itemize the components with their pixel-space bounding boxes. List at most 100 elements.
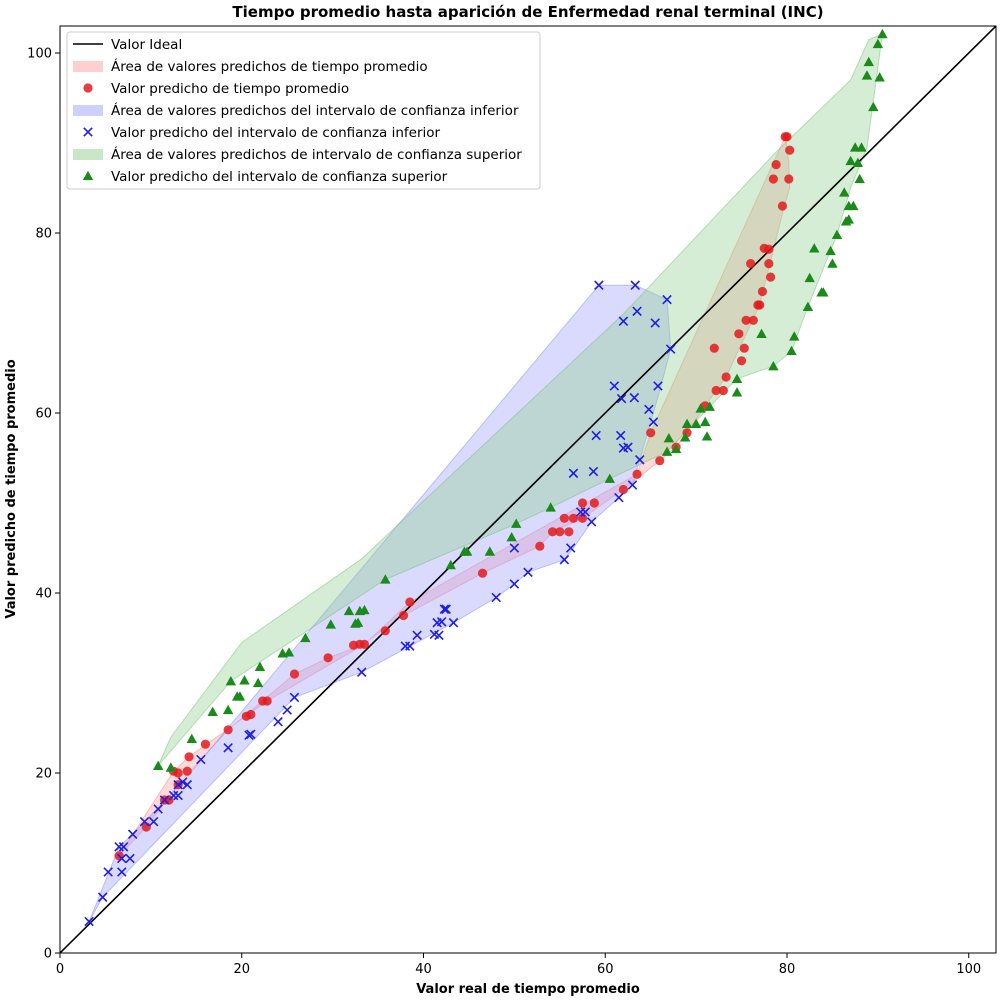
mean-point xyxy=(547,527,558,537)
mean-point xyxy=(173,768,183,778)
lower-ci-point xyxy=(125,853,135,864)
legend-entry-label: Área de valores predichos de tiempo prom… xyxy=(111,58,428,75)
lower-ci-point xyxy=(591,430,601,441)
lower-ci-point xyxy=(84,916,94,927)
lower-ci-point xyxy=(117,853,127,864)
x-tick-label: 80 xyxy=(779,962,796,977)
mean-point xyxy=(777,201,788,211)
mean-point xyxy=(784,174,794,184)
upper-ci-point xyxy=(239,675,250,685)
mean-point xyxy=(764,259,774,269)
upper-ci-point xyxy=(661,446,673,456)
lower-ci-point xyxy=(653,381,663,391)
mean-point xyxy=(646,428,656,438)
mean-point xyxy=(564,527,574,537)
upper-ci-point xyxy=(252,677,264,688)
upper-ci-point xyxy=(690,418,702,428)
x-tick-label: 60 xyxy=(597,962,614,977)
y-tick-label: 40 xyxy=(35,587,52,602)
lower-ci-point xyxy=(282,705,292,715)
mean-point xyxy=(766,272,776,282)
mean-point xyxy=(709,343,719,353)
upper-ci-point xyxy=(510,518,522,528)
mean-point xyxy=(739,343,749,353)
legend-handle-patch xyxy=(73,105,103,116)
upper-ci-point xyxy=(843,214,854,224)
area-upper-area xyxy=(157,33,884,767)
lower-ci-point xyxy=(509,579,520,589)
lower-ci-point xyxy=(559,554,570,565)
upper-ci-point xyxy=(845,155,856,166)
mean-point xyxy=(555,527,565,537)
mean-point xyxy=(380,626,390,636)
lower-ci-point xyxy=(615,430,626,441)
lower-ci-point xyxy=(173,790,183,801)
upper-ci-point xyxy=(283,647,295,657)
legend-entry-label: Valor predicho del intervalo de confianz… xyxy=(111,125,441,141)
lower-ci-point xyxy=(648,417,659,427)
x-tick-label: 40 xyxy=(415,962,432,977)
lower-ci-point xyxy=(127,829,138,839)
upper-ci-point xyxy=(663,433,675,443)
lower-ci-point xyxy=(356,667,367,677)
upper-ci-point xyxy=(681,418,693,428)
upper-ci-point xyxy=(207,706,218,716)
upper-ci-point xyxy=(831,229,843,239)
legend-entry-label: Valor predicho del intervalo de confianz… xyxy=(111,169,448,185)
lower-ci-point xyxy=(289,692,300,703)
upper-ci-point xyxy=(254,661,266,671)
upper-ci-point xyxy=(768,361,779,371)
legend-handle-patch xyxy=(73,61,103,72)
mean-point xyxy=(771,160,781,170)
lower-ci-point xyxy=(627,480,638,490)
legend: Valor Ideal Área de valores predichos de … xyxy=(66,31,541,190)
ticks-layer: 0 20 40 60 80 100 0 20 40 60 80 100 xyxy=(27,47,981,978)
mean-point xyxy=(577,498,588,508)
lower-ci-point xyxy=(448,617,459,628)
lower-ci-point xyxy=(616,393,627,404)
lower-ci-point xyxy=(588,466,599,477)
y-tick-label: 60 xyxy=(35,407,52,422)
upper-ci-point xyxy=(731,373,743,383)
upper-ci-point xyxy=(484,546,496,556)
lower-ci-point xyxy=(173,779,183,790)
upper-ci-point xyxy=(670,443,682,454)
y-axis-label: Valor predicho de tiempo promedio xyxy=(4,359,19,618)
lower-ci-point xyxy=(436,617,447,627)
lower-ci-point xyxy=(586,517,597,527)
mean-point xyxy=(782,132,792,142)
lower-ci-point xyxy=(614,492,624,503)
mean-point xyxy=(721,372,731,382)
lower-ci-point xyxy=(405,641,415,651)
upper-ci-point xyxy=(461,546,473,556)
upper-ci-point xyxy=(604,473,615,483)
mean-point xyxy=(535,541,545,551)
lower-ci-point xyxy=(491,592,501,603)
y-tick-label: 100 xyxy=(27,47,52,62)
lower-ci-point xyxy=(434,630,444,641)
upper-ci-point xyxy=(506,532,517,542)
upper-ci-point xyxy=(839,187,850,197)
lower-ci-point xyxy=(117,867,127,877)
lower-ci-point xyxy=(159,795,170,805)
upper-ci-point xyxy=(701,431,713,441)
lower-ci-point xyxy=(103,867,113,877)
mean-point xyxy=(748,315,758,325)
mean-point xyxy=(755,300,765,310)
lower-ci-point xyxy=(196,754,206,765)
legend-box xyxy=(66,31,541,190)
mean-point xyxy=(200,739,210,749)
mean-point xyxy=(262,696,272,706)
lower-ci-point xyxy=(629,392,640,403)
plot-frame xyxy=(59,25,997,954)
upper-ci-point xyxy=(325,619,337,629)
upper-ci-point xyxy=(789,331,800,341)
upper-ci-point xyxy=(222,704,234,715)
upper-ci-point xyxy=(731,387,743,397)
y-tick-label: 0 xyxy=(44,947,52,962)
legend-entry-label: Valor predicho de tiempo promedio xyxy=(111,81,349,97)
mean-point xyxy=(785,145,795,155)
upper-ci-point xyxy=(704,401,715,411)
upper-ci-point xyxy=(825,245,836,256)
